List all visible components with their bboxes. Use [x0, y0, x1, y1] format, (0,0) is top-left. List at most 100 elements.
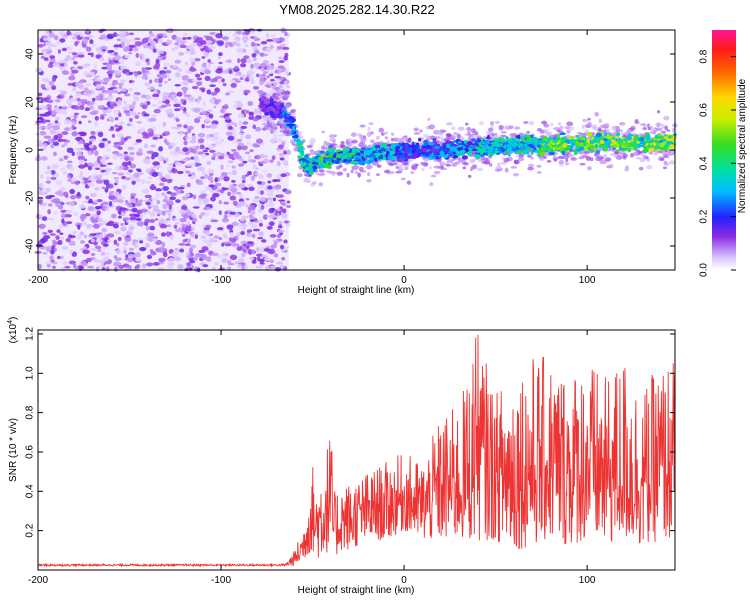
noise-blob: [195, 252, 202, 258]
noise-blob: [134, 201, 143, 207]
noise-blob: [176, 91, 183, 97]
noise-blob: [144, 242, 150, 249]
noise-blob: [265, 32, 270, 39]
noise-blob: [145, 180, 151, 184]
noise-blob: [127, 253, 136, 259]
signal-halo-blob: [512, 173, 520, 177]
noise-blob: [135, 53, 140, 58]
signal-halo-blob: [655, 122, 663, 128]
noise-blob: [150, 114, 157, 119]
noise-blob: [193, 117, 201, 124]
noise-blob: [124, 156, 130, 162]
signal-halo-blob: [604, 122, 610, 127]
noise-blob: [237, 58, 241, 64]
noise-blob: [249, 149, 254, 152]
noise-blob: [236, 264, 243, 269]
noise-blob: [133, 142, 139, 146]
noise-blob: [216, 254, 224, 259]
signal-blob: [576, 136, 581, 140]
signal-blob: [570, 135, 574, 140]
noise-blob: [208, 184, 215, 188]
noise-blob: [136, 220, 145, 227]
noise-blob: [129, 216, 137, 221]
noise-blob: [46, 176, 50, 181]
signal-halo-blob: [335, 165, 341, 170]
signal-halo-blob: [594, 111, 600, 117]
signal-halo-blob: [559, 125, 564, 131]
noise-blob: [45, 180, 51, 184]
signal-halo-blob: [539, 129, 545, 134]
noise-blob: [91, 218, 98, 224]
noise-blob: [160, 232, 167, 237]
signal-halo-blob: [569, 153, 575, 157]
noise-blob: [76, 151, 82, 157]
noise-blob: [225, 92, 230, 96]
noise-blob: [44, 261, 52, 265]
noise-blob: [166, 179, 173, 184]
noise-blob: [97, 51, 105, 55]
noise-blob: [217, 227, 224, 231]
noise-blob: [71, 52, 77, 55]
signal-blob: [631, 135, 635, 139]
signal-halo-blob: [514, 126, 520, 130]
noise-blob: [124, 103, 130, 109]
signal-halo-blob: [467, 130, 471, 135]
noise-blob: [272, 239, 279, 242]
noise-blob: [61, 47, 67, 52]
noise-blob: [157, 38, 164, 44]
noise-blob: [100, 45, 108, 51]
signal-halo-blob: [558, 160, 565, 165]
noise-blob: [94, 205, 102, 210]
signal-halo-blob: [476, 167, 484, 172]
signal-blob: [307, 158, 314, 161]
signal-halo-blob: [265, 93, 271, 97]
noise-blob: [231, 169, 238, 176]
noise-blob: [90, 135, 96, 139]
noise-blob: [38, 199, 43, 205]
noise-blob: [52, 239, 56, 245]
noise-blob: [96, 210, 101, 216]
noise-blob: [89, 233, 97, 236]
noise-blob: [236, 232, 241, 237]
noise-blob: [105, 252, 111, 256]
noise-blob: [55, 179, 62, 186]
noise-blob: [278, 84, 283, 89]
noise-blob: [138, 148, 143, 154]
noise-blob: [71, 120, 76, 124]
signal-halo-blob: [592, 126, 599, 131]
noise-blob: [147, 232, 155, 238]
noise-blob: [182, 239, 186, 243]
noise-blob: [194, 58, 201, 62]
noise-blob: [61, 70, 70, 75]
noise-blob: [231, 221, 239, 227]
noise-blob: [85, 223, 94, 228]
signal-halo-blob: [633, 151, 637, 157]
noise-blob: [194, 233, 199, 240]
noise-blob: [237, 113, 245, 118]
signal-halo-blob: [546, 159, 552, 163]
signal-halo-blob: [545, 131, 553, 137]
noise-blob: [214, 262, 220, 266]
noise-blob: [174, 256, 182, 262]
noise-blob: [211, 252, 219, 257]
noise-blob: [157, 36, 163, 39]
noise-blob: [78, 164, 86, 169]
signal-blob: [355, 148, 361, 152]
noise-blob: [250, 224, 258, 228]
signal-halo-blob: [350, 132, 357, 137]
noise-blob: [260, 153, 264, 158]
noise-blob: [215, 182, 222, 187]
noise-blob: [143, 158, 151, 164]
noise-blob: [49, 129, 56, 135]
noise-blob: [206, 109, 213, 113]
noise-blob: [179, 248, 185, 253]
noise-blob: [129, 32, 135, 36]
noise-blob: [42, 43, 46, 47]
noise-blob: [58, 30, 66, 36]
noise-blob: [240, 63, 247, 68]
noise-blob: [99, 164, 107, 168]
noise-blob: [85, 74, 93, 78]
noise-blob: [229, 211, 236, 215]
signal-blob: [465, 144, 470, 149]
noise-blob: [120, 79, 126, 84]
